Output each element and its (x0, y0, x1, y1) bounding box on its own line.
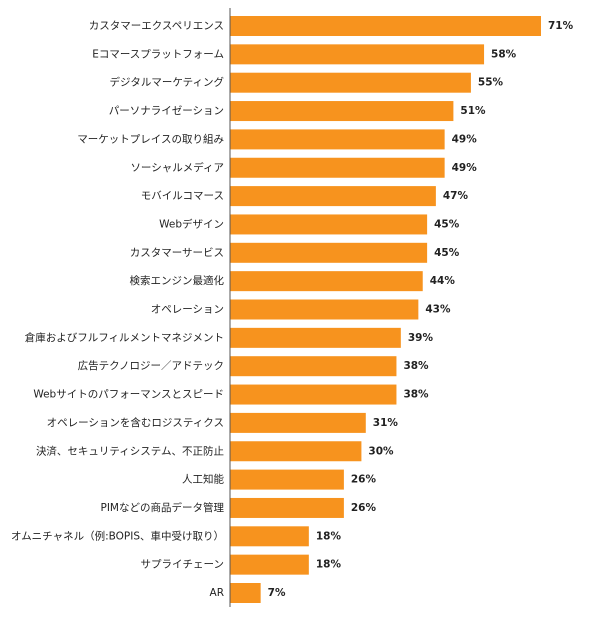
category-label: 決済、セキュリティシステム、不正防止 (36, 444, 224, 457)
value-labels: 71% 58% 55% 51% 49% 49% 47% 45% 45% 44% 43% 39% 38% 3… (268, 20, 574, 599)
category-label: ソーシャルメディア (130, 161, 224, 174)
bar (230, 356, 397, 377)
category-label: オムニチャネル（例:BOPIS、車中受け取り） (11, 529, 224, 542)
category-label: モバイルコマース (141, 190, 224, 202)
bar (230, 271, 423, 292)
bar (230, 412, 366, 433)
category-labels: カスタマーエクスペリエンス Eコマースプラットフォームデジタルマーケティングパーソ… (11, 20, 224, 599)
category-label: 倉庫およびフルフィルメントマネジメント (25, 331, 224, 344)
bar (230, 526, 309, 547)
value-label: 55% (478, 77, 504, 89)
bar (230, 44, 485, 65)
category-label: カスタマーエクスペリエンス (89, 20, 224, 32)
value-label: 31% (373, 417, 399, 429)
value-label: 18% (316, 559, 342, 571)
category-label: Webサイトのパフォーマンスとスピード (33, 389, 224, 401)
bar (230, 101, 454, 122)
category-label: 検索エンジン最適化 (130, 274, 225, 287)
value-label: 47% (443, 190, 469, 202)
category-label: パーソナライゼーション (109, 105, 224, 117)
category-label: オペレーションを含むロジスティクス (47, 416, 224, 429)
value-label: 71% (548, 20, 574, 32)
value-label: 51% (460, 105, 486, 117)
value-label: 45% (434, 247, 460, 259)
category-label: マーケットプレイスの取り組み (77, 132, 224, 145)
bar (230, 469, 344, 490)
value-label: 44% (430, 275, 456, 287)
category-label: AR (210, 587, 224, 599)
value-label: 45% (434, 218, 460, 230)
bar (230, 72, 471, 93)
category-label: デジタルマーケティング (110, 76, 225, 89)
bar (230, 441, 362, 462)
bar (230, 214, 428, 235)
value-label: 49% (452, 162, 478, 174)
bar (230, 242, 428, 263)
bar (230, 384, 397, 405)
bar (230, 299, 419, 320)
bars (230, 16, 541, 603)
bar (230, 497, 344, 518)
value-label: 26% (351, 502, 377, 514)
category-label: オペレーション (151, 304, 224, 316)
category-label: Eコマースプラットフォーム (92, 48, 224, 60)
value-label: 30% (368, 445, 394, 457)
value-label: 39% (408, 332, 434, 344)
category-label: カスタマーサービス (130, 247, 224, 259)
value-label: 26% (351, 474, 377, 486)
category-label: 広告テクノロジー／アドテック (78, 359, 224, 372)
bar (230, 16, 541, 36)
category-label: サプライチェーン (141, 559, 224, 571)
category-label: 人工知能 (182, 473, 224, 486)
bar (230, 157, 445, 178)
bar (230, 186, 436, 207)
value-label: 18% (316, 530, 342, 542)
bar (230, 554, 309, 575)
value-label: 43% (425, 304, 451, 316)
value-label: 58% (491, 48, 517, 60)
category-label: Webデザイン (159, 217, 224, 230)
bar (230, 327, 401, 348)
value-label: 7% (268, 587, 286, 599)
category-label: PIMなどの商品データ管理 (101, 501, 225, 514)
value-label: 38% (403, 360, 429, 372)
bar (230, 583, 261, 603)
bar (230, 129, 445, 150)
value-label: 49% (452, 133, 478, 145)
value-label: 38% (403, 389, 429, 401)
